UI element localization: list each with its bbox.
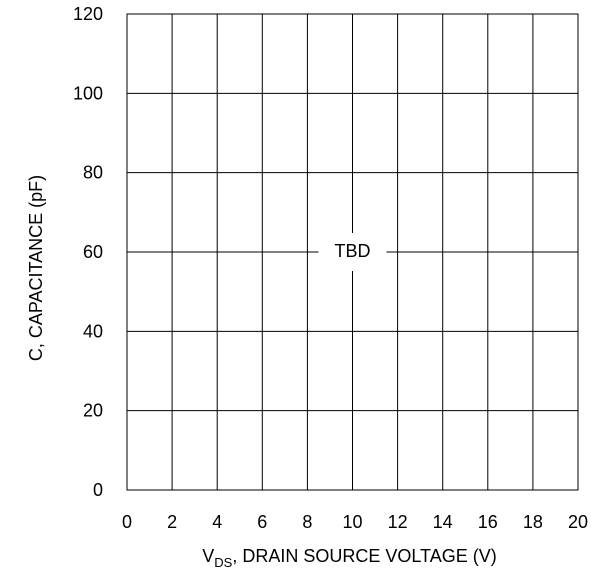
y-tick-labels: 0 20 40 60 80 100 120 — [73, 4, 103, 500]
x-tick-label: 0 — [122, 512, 132, 532]
y-tick-label: 40 — [83, 321, 103, 341]
x-tick-label: 12 — [388, 512, 408, 532]
tbd-label-background — [318, 233, 387, 271]
x-tick-label: 18 — [523, 512, 543, 532]
y-tick-label: 120 — [73, 4, 103, 24]
x-tick-label: 10 — [342, 512, 362, 532]
y-tick-label: 60 — [83, 242, 103, 262]
x-tick-label: 6 — [257, 512, 267, 532]
tbd-annotation: TBD — [335, 241, 371, 261]
y-tick-label: 100 — [73, 83, 103, 103]
x-tick-label: 20 — [568, 512, 588, 532]
x-tick-label: 14 — [433, 512, 453, 532]
y-tick-label: 20 — [83, 401, 103, 421]
x-tick-labels: 0 2 4 6 8 10 12 14 16 18 20 — [122, 512, 588, 532]
y-tick-label: 0 — [93, 480, 103, 500]
y-axis-title: C, CAPACITANCE (pF) — [26, 175, 46, 361]
x-axis-title-prefix: V — [202, 546, 214, 566]
y-tick-label: 80 — [83, 163, 103, 183]
x-axis-title: VDS, DRAIN SOURCE VOLTAGE (V) — [202, 546, 496, 570]
x-tick-label: 8 — [302, 512, 312, 532]
plot-area-border — [126, 13, 579, 491]
x-tick-label: 4 — [212, 512, 222, 532]
x-axis-title-subscript: DS — [214, 555, 232, 570]
x-tick-label: 16 — [478, 512, 498, 532]
annotation-group: TBD — [318, 233, 387, 271]
x-axis-title-suffix: , DRAIN SOURCE VOLTAGE (V) — [232, 546, 496, 566]
x-tick-label: 2 — [167, 512, 177, 532]
